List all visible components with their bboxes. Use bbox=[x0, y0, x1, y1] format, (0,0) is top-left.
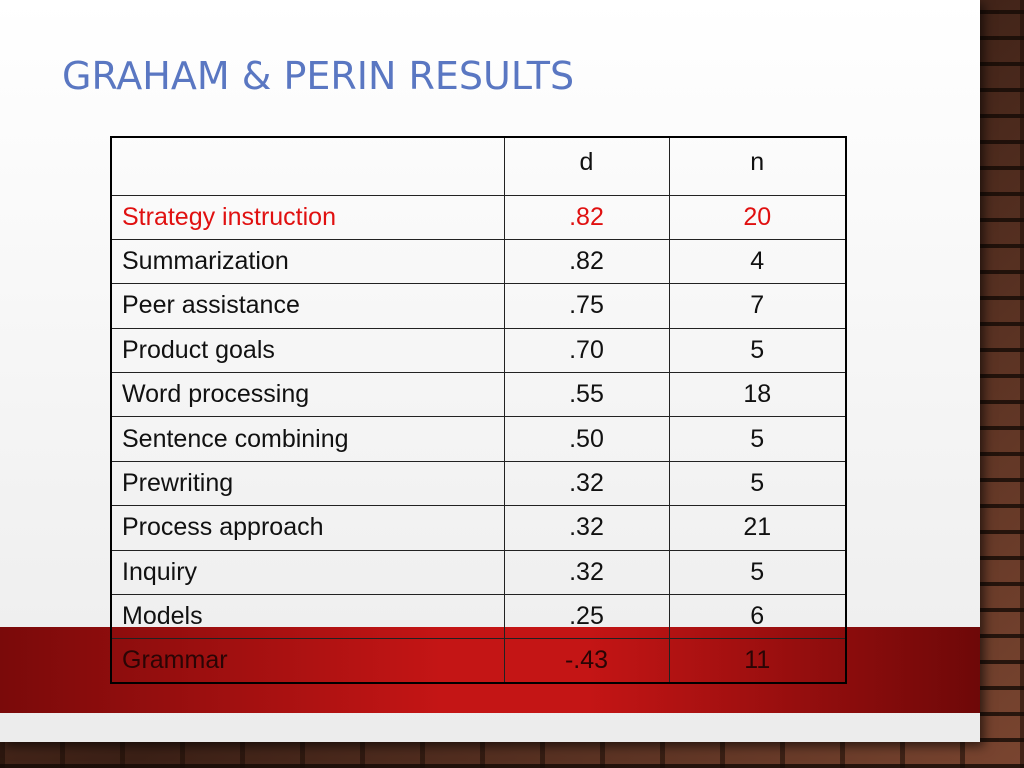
table-cell: 18 bbox=[668, 372, 847, 418]
table-cell: 5 bbox=[668, 549, 847, 596]
row-label: Models bbox=[110, 594, 505, 640]
slide-title: GRAHAM & PERIN RESULTS bbox=[62, 54, 575, 98]
row-label: Strategy instruction bbox=[110, 194, 505, 240]
table-row: Word processing .55 18 bbox=[110, 372, 847, 418]
table-cell: 7 bbox=[668, 283, 847, 329]
table-row: Sentence combining .50 5 bbox=[110, 416, 847, 462]
row-label: Summarization bbox=[110, 238, 505, 285]
row-label: Sentence combining bbox=[110, 416, 505, 462]
table-row: Models .25 6 bbox=[110, 594, 847, 640]
header-cell bbox=[110, 136, 505, 196]
table-cell: .75 bbox=[503, 283, 670, 329]
table-cell: 11 bbox=[668, 638, 847, 684]
table-cell: .70 bbox=[503, 327, 670, 374]
row-label: Word processing bbox=[110, 372, 505, 418]
results-table: d n Strategy instruction .82 20 Summarizati… bbox=[110, 136, 847, 685]
table-cell: .32 bbox=[503, 460, 670, 507]
table-cell: 5 bbox=[668, 327, 847, 374]
table-cell: 4 bbox=[668, 238, 847, 285]
table-cell: 21 bbox=[668, 505, 847, 551]
table-cell: -.43 bbox=[503, 638, 670, 684]
row-label: Peer assistance bbox=[110, 283, 505, 329]
table-cell: .82 bbox=[503, 194, 670, 240]
table-cell: 6 bbox=[668, 594, 847, 640]
row-label: Prewriting bbox=[110, 460, 505, 507]
table-cell: .82 bbox=[503, 238, 670, 285]
table-row: Inquiry .32 5 bbox=[110, 549, 847, 596]
row-label: Inquiry bbox=[110, 549, 505, 596]
table-row: Grammar -.43 11 bbox=[110, 638, 847, 684]
table-row: Product goals .70 5 bbox=[110, 327, 847, 374]
row-label: Grammar bbox=[110, 638, 505, 684]
table-row: Summarization .82 4 bbox=[110, 238, 847, 285]
table-cell: 20 bbox=[668, 194, 847, 240]
table-cell: 5 bbox=[668, 460, 847, 507]
table-cell: .50 bbox=[503, 416, 670, 462]
table-body: d n Strategy instruction .82 20 Summarizati… bbox=[110, 136, 847, 684]
table-cell: .25 bbox=[503, 594, 670, 640]
row-label: Process approach bbox=[110, 505, 505, 551]
table-row: Prewriting .32 5 bbox=[110, 460, 847, 507]
table-cell: .32 bbox=[503, 505, 670, 551]
table-cell: .32 bbox=[503, 549, 670, 596]
table-cell: .55 bbox=[503, 372, 670, 418]
table-row: Strategy instruction .82 20 bbox=[110, 194, 847, 240]
table-row: Process approach .32 21 bbox=[110, 505, 847, 551]
header-row: d n bbox=[110, 136, 847, 196]
row-label: Product goals bbox=[110, 327, 505, 374]
header-cell: d bbox=[503, 136, 670, 196]
header-cell: n bbox=[668, 136, 847, 196]
table-cell: 5 bbox=[668, 416, 847, 462]
table-row: Peer assistance .75 7 bbox=[110, 283, 847, 329]
